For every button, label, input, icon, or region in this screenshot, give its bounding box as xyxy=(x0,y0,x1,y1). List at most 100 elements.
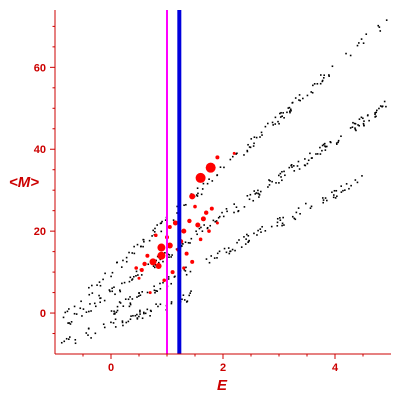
black-point xyxy=(128,305,131,308)
black-point xyxy=(216,174,219,176)
black-point xyxy=(281,222,284,225)
black-point xyxy=(87,334,89,336)
black-point xyxy=(246,233,248,236)
black-point xyxy=(70,321,73,323)
black-point xyxy=(248,239,250,242)
black-point xyxy=(73,312,76,315)
black-point xyxy=(231,248,234,251)
black-point xyxy=(111,287,113,290)
black-point xyxy=(354,179,357,181)
black-point xyxy=(323,142,326,145)
black-point xyxy=(259,136,261,138)
black-point xyxy=(210,255,213,257)
red-point xyxy=(187,218,192,224)
black-point xyxy=(360,38,363,40)
black-point xyxy=(333,194,335,196)
black-point xyxy=(129,296,131,298)
black-point xyxy=(290,164,293,166)
black-point xyxy=(65,337,68,340)
black-point xyxy=(153,266,156,269)
black-point xyxy=(321,197,324,199)
black-point xyxy=(307,159,310,162)
black-point xyxy=(138,315,140,318)
black-point xyxy=(336,195,338,198)
black-point xyxy=(319,153,322,155)
black-point xyxy=(99,297,102,299)
black-point xyxy=(315,153,317,155)
black-point xyxy=(96,284,98,286)
black-point xyxy=(152,229,155,232)
black-point xyxy=(170,256,172,258)
black-point xyxy=(60,341,63,344)
black-point xyxy=(88,310,90,313)
black-point xyxy=(121,321,124,324)
red-point xyxy=(207,229,211,233)
black-point xyxy=(157,305,159,308)
black-point xyxy=(153,289,156,292)
black-point xyxy=(129,276,132,279)
black-point xyxy=(349,127,352,129)
red-point xyxy=(157,251,166,260)
red-point xyxy=(232,151,236,155)
black-point xyxy=(143,240,145,243)
black-point xyxy=(282,216,284,219)
black-point xyxy=(183,204,185,207)
black-point xyxy=(161,220,163,223)
black-point xyxy=(113,313,115,315)
vertical-lines-layer xyxy=(166,10,182,354)
y-axis-title: <M> xyxy=(9,174,39,191)
black-point xyxy=(134,314,137,317)
black-point xyxy=(283,224,285,226)
black-point xyxy=(139,245,142,248)
black-point xyxy=(275,182,277,184)
black-point xyxy=(368,119,370,122)
black-point xyxy=(140,274,143,276)
black-point xyxy=(319,82,322,85)
black-point xyxy=(247,241,249,244)
black-point xyxy=(114,326,117,328)
black-point xyxy=(208,178,210,181)
black-point xyxy=(124,298,127,301)
red-point xyxy=(145,253,150,258)
black-point xyxy=(225,251,228,254)
black-point xyxy=(141,317,144,320)
black-point xyxy=(344,189,346,191)
black-point xyxy=(154,264,157,266)
red-point xyxy=(182,266,186,270)
black-point xyxy=(196,233,198,236)
black-point xyxy=(87,327,90,330)
black-point xyxy=(146,291,149,294)
black-point xyxy=(340,135,342,138)
y-tick-label: 20 xyxy=(34,226,46,238)
black-point xyxy=(375,115,377,118)
black-point xyxy=(103,326,106,329)
red-point xyxy=(184,251,189,256)
black-point xyxy=(122,259,124,262)
black-point xyxy=(68,336,71,338)
black-point xyxy=(312,84,314,87)
black-point xyxy=(136,318,139,320)
black-point xyxy=(217,216,220,219)
black-point xyxy=(362,42,365,44)
black-point xyxy=(156,290,159,292)
black-point xyxy=(289,110,291,113)
black-point xyxy=(264,230,267,232)
black-point xyxy=(289,108,292,111)
black-point xyxy=(222,215,225,218)
black-point xyxy=(351,126,354,128)
black-point xyxy=(154,227,156,230)
black-point xyxy=(304,164,307,167)
black-point xyxy=(277,120,279,123)
black-point xyxy=(149,309,152,312)
black-point xyxy=(93,302,96,305)
red-point xyxy=(200,216,206,222)
black-point xyxy=(271,121,274,124)
black-point xyxy=(99,284,102,287)
black-point xyxy=(91,284,93,287)
black-point xyxy=(164,219,167,221)
black-point xyxy=(131,279,133,281)
black-point xyxy=(109,290,111,293)
black-point xyxy=(250,138,253,140)
black-point xyxy=(289,111,291,114)
black-point xyxy=(309,207,312,209)
